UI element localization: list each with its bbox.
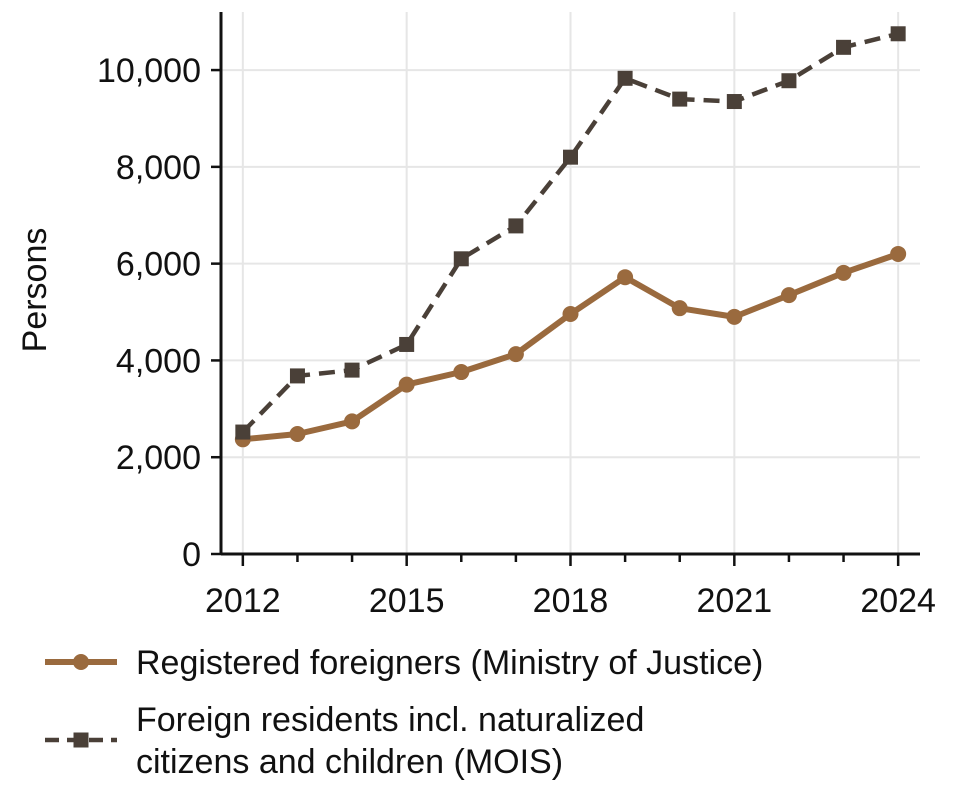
legend-marker [73, 654, 89, 670]
x-tick-label: 2021 [697, 582, 773, 620]
data-point [507, 346, 524, 363]
grid-lines [221, 12, 920, 554]
legend-label: Foreign residents incl. naturalized citiz… [136, 701, 644, 781]
y-tick-label: 6,000 [116, 246, 201, 284]
data-point [399, 336, 415, 352]
data-point [836, 39, 852, 55]
data-point [672, 91, 688, 107]
y-ticks: 0 2,000 4,000 6,000 8,000 10,000 [97, 52, 221, 574]
series-layer [234, 26, 907, 448]
data-point [289, 368, 305, 384]
data-point [453, 364, 470, 381]
x-tick-label: 2024 [860, 582, 936, 620]
data-point [890, 245, 907, 262]
y-axis-title: Persons [16, 228, 54, 353]
y-tick-label: 10,000 [97, 52, 201, 90]
data-point [617, 70, 633, 86]
data-point [671, 300, 688, 317]
data-point [726, 308, 743, 325]
data-point [780, 287, 797, 304]
series-1 [234, 245, 907, 448]
data-point [562, 305, 579, 322]
legend-label: Registered foreigners (Ministry of Justi… [136, 644, 763, 682]
data-point [344, 413, 361, 430]
data-point [835, 264, 852, 281]
x-tick-label: 2015 [369, 582, 445, 620]
x-ticks: 2012 2015 2018 2021 2024 [205, 554, 936, 620]
x-tick-label: 2012 [205, 582, 281, 620]
x-tick-label: 2018 [533, 582, 609, 620]
legend-entry-2: Foreign residents incl. naturalized citiz… [45, 701, 644, 781]
data-point [289, 425, 306, 442]
data-point [344, 362, 360, 378]
data-point [617, 269, 634, 286]
series-2 [235, 26, 906, 440]
data-point [726, 94, 742, 110]
y-tick-label: 8,000 [116, 149, 201, 187]
legend-marker [73, 732, 89, 748]
legend: Registered foreigners (Ministry of Justi… [45, 644, 763, 781]
data-point [235, 424, 251, 440]
data-point [508, 218, 524, 234]
data-point [781, 73, 797, 89]
data-point [453, 251, 469, 267]
y-tick-label: 4,000 [116, 342, 201, 380]
data-point [398, 376, 415, 393]
y-tick-label: 2,000 [116, 439, 201, 477]
data-point [563, 149, 578, 165]
data-point [890, 26, 906, 42]
y-tick-label: 0 [182, 536, 201, 574]
legend-entry-1: Registered foreigners (Ministry of Justi… [45, 644, 763, 682]
